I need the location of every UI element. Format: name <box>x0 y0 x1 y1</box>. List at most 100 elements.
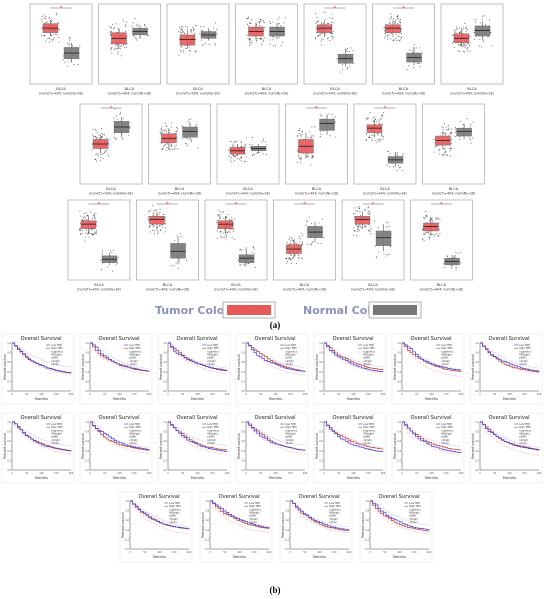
jitter-point <box>482 39 484 41</box>
ci-band-high <box>12 423 72 455</box>
jitter-point <box>448 129 450 131</box>
x-tick-label: 100 <box>273 472 278 475</box>
jitter-point <box>463 51 466 53</box>
jitter-point <box>125 31 127 33</box>
jitter-point <box>360 226 362 228</box>
jitter-point <box>301 130 303 132</box>
boxplot: *BLCA(num(T)=404; num(N)=28) <box>204 199 268 292</box>
jitter-point <box>259 38 261 40</box>
legend-text: p(HR) <box>207 436 214 439</box>
jitter-point <box>466 28 468 31</box>
y-tick-label: 1.0 <box>125 500 129 503</box>
legend-text: Logrank p <box>329 508 341 511</box>
jitter-point <box>456 26 458 28</box>
y-tick-label: 0.2 <box>85 459 89 462</box>
jitter-point <box>92 214 94 217</box>
legend-text: HR(high) <box>207 354 218 357</box>
jitter-point <box>250 43 252 45</box>
jitter-point <box>249 39 251 41</box>
jitter-point <box>386 164 388 166</box>
legend-text: n(high) <box>51 439 60 442</box>
jitter-point <box>187 26 189 28</box>
jitter-point <box>355 210 357 212</box>
jitter-point <box>262 40 264 42</box>
jitter-point <box>476 19 478 21</box>
jitter-point <box>455 251 457 254</box>
jitter-point <box>147 219 149 221</box>
jitter-point <box>202 30 204 32</box>
y-tick-label: 1.0 <box>163 342 167 345</box>
y-tick-label: 0.4 <box>365 529 369 532</box>
jitter-point <box>251 136 254 138</box>
y-axis-label: Percent survival <box>315 433 319 459</box>
jitter-point <box>244 262 246 264</box>
jitter-point <box>137 24 139 26</box>
x-axis-label: Months <box>35 476 48 480</box>
jitter-point <box>124 47 126 49</box>
jitter-point <box>449 150 451 152</box>
jitter-point <box>389 22 391 24</box>
legend-text: Low TPM <box>285 344 295 347</box>
jitter-point <box>165 131 167 133</box>
jitter-point <box>289 259 291 261</box>
jitter-point <box>176 130 178 132</box>
jitter-point <box>369 112 371 114</box>
curve-low-tpm <box>246 421 306 451</box>
jitter-point <box>239 264 241 266</box>
jitter-point <box>321 115 323 117</box>
survival-plot-bg <box>391 412 465 484</box>
jitter-point <box>272 36 274 38</box>
y-axis-label: Percent survival <box>159 354 163 380</box>
curve-high-tpm <box>90 421 150 451</box>
jitter-point <box>101 135 103 137</box>
x-tick-label: 200 <box>147 472 152 475</box>
jitter-point <box>115 264 117 266</box>
jitter-point <box>213 27 215 29</box>
jitter-point <box>190 29 192 31</box>
jitter-point <box>384 27 386 29</box>
jitter-point <box>402 154 404 156</box>
jitter-point <box>231 161 233 163</box>
jitter-point <box>168 147 170 149</box>
x-tick-label: 100 <box>39 472 44 475</box>
box-caption-cancer: BLCA <box>300 283 310 287</box>
jitter-point <box>155 228 158 230</box>
jitter-point <box>449 148 451 150</box>
jitter-point <box>438 234 440 236</box>
x-tick-label: 100 <box>429 472 434 475</box>
legend-text: p(HR) <box>441 436 448 439</box>
jitter-point <box>178 54 180 56</box>
survival-plot-bg <box>469 333 543 405</box>
y-axis-label: Percent survival <box>393 354 397 380</box>
jitter-point <box>483 15 485 17</box>
legend-text: High TPM <box>51 426 62 429</box>
box-caption-counts: (num(T)=404; num(N)=28) <box>108 92 152 96</box>
jitter-point <box>50 20 52 22</box>
jitter-point <box>369 212 371 214</box>
y-tick-label: 1.0 <box>475 342 479 345</box>
y-tick-label: 0.0 <box>397 390 401 393</box>
jitter-point <box>332 30 334 33</box>
jitter-point <box>325 18 327 20</box>
jitter-point <box>370 228 372 230</box>
jitter-point <box>460 262 462 264</box>
jitter-point <box>467 43 469 45</box>
jitter-point <box>185 143 187 145</box>
legend-text: Logrank p <box>129 429 141 432</box>
jitter-point <box>114 108 116 110</box>
jitter-point <box>311 157 313 159</box>
x-axis-label: Months <box>113 476 126 480</box>
normal-box <box>456 127 472 137</box>
jitter-point <box>203 26 205 28</box>
jitter-point <box>189 49 191 52</box>
jitter-point <box>462 123 464 125</box>
jitter-point <box>473 29 475 31</box>
curve-low-tpm <box>130 500 190 530</box>
legend-text: n(high) <box>441 439 450 442</box>
jitter-point <box>113 117 115 119</box>
jitter-point <box>353 230 355 232</box>
jitter-point <box>161 126 163 128</box>
